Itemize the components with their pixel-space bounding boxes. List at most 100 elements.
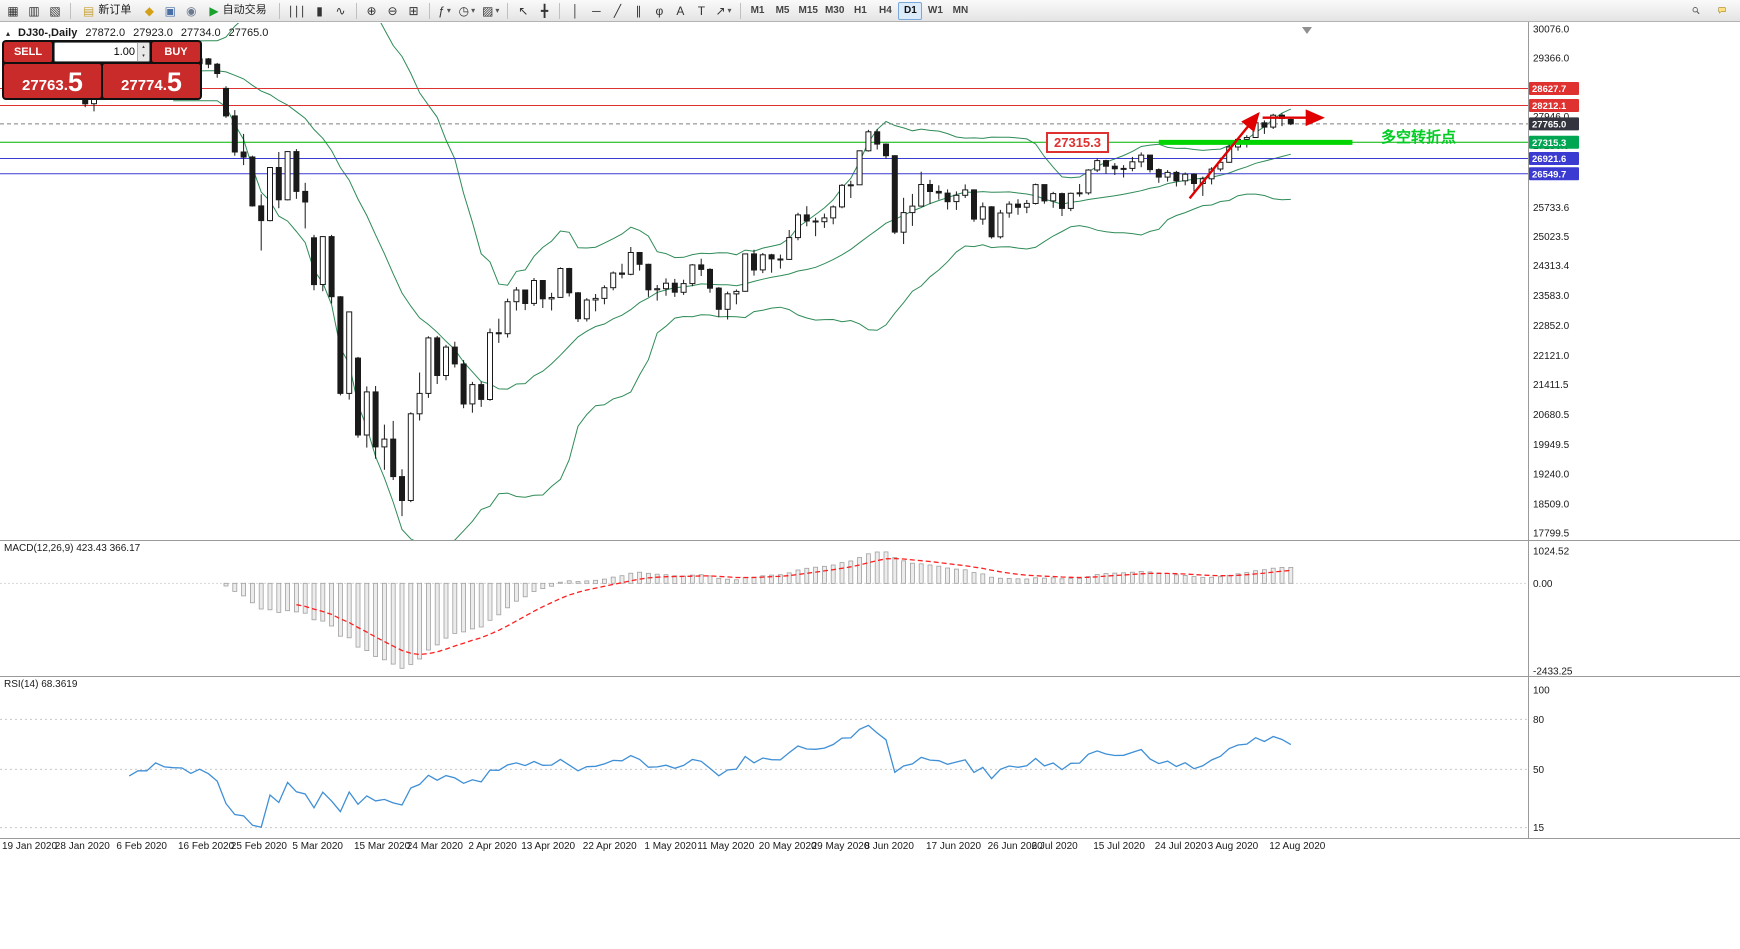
svg-text:6 Jul 2020: 6 Jul 2020 (1032, 841, 1079, 852)
market-watch-icon[interactable]: ▧ (45, 1, 65, 21)
svg-text:8 Jun 2020: 8 Jun 2020 (864, 841, 914, 852)
buy-price-big-digit: 5 (166, 67, 182, 98)
svg-text:1024.52: 1024.52 (1533, 547, 1570, 558)
svg-text:25 Feb 2020: 25 Feb 2020 (231, 841, 288, 852)
tile-windows-icon[interactable]: ⊞ (404, 1, 424, 21)
timeframe-h4-button[interactable]: H4 (873, 2, 897, 20)
svg-text:28212.1: 28212.1 (1532, 101, 1567, 112)
price-axis[interactable]: 30076.029366.028656.027946.027236.026526… (1529, 25, 1579, 540)
volume-decrease-button[interactable]: ▾ (138, 52, 149, 61)
support-level-label[interactable]: 27315.3 (1046, 132, 1109, 153)
buy-price[interactable]: 27774. 5 (103, 64, 200, 98)
timeframe-d1-button[interactable]: D1 (898, 1, 923, 20)
periods-icon[interactable]: ◷ ▾ (456, 1, 479, 21)
timeframe-m5-button[interactable]: M5 (771, 2, 795, 20)
buy-price-main: 27774. (121, 77, 167, 94)
svg-text:20 May 2020: 20 May 2020 (759, 841, 817, 852)
chat-button[interactable] (1711, 1, 1733, 21)
chart-shift-marker[interactable] (1302, 27, 1312, 34)
candles-layer (3, 49, 1294, 517)
svg-text:27315.3: 27315.3 (1532, 138, 1566, 149)
svg-text:5 Mar 2020: 5 Mar 2020 (292, 841, 343, 852)
cursor-icon[interactable]: ↖ (513, 1, 533, 21)
zoom-in-icon[interactable]: ⊕ (362, 1, 382, 21)
charts-grid-icon[interactable]: ▦ (3, 1, 23, 21)
timeframe-m1-button[interactable]: M1 (746, 2, 770, 20)
metaeditor-icon[interactable]: ◆ (139, 1, 159, 21)
trend-arrow[interactable] (1188, 111, 1260, 200)
profiles-icon[interactable]: ▥ (24, 1, 44, 21)
svg-text:26549.7: 26549.7 (1532, 169, 1566, 180)
bar-chart-icon[interactable]: ∣∣∣ (285, 1, 309, 21)
new-order-button[interactable]: ▤ 新订单 (76, 1, 138, 21)
fibonacci-icon[interactable]: φ (649, 1, 669, 21)
search-button[interactable] (1685, 1, 1707, 21)
trendline-icon[interactable]: ╱ (607, 1, 627, 21)
svg-text:20680.5: 20680.5 (1533, 410, 1570, 421)
svg-text:100: 100 (1533, 686, 1550, 697)
svg-text:26 Jun 2020: 26 Jun 2020 (988, 841, 1043, 852)
volume-increase-button[interactable]: ▴ (138, 43, 149, 52)
ohlc-low: 27734.0 (180, 27, 221, 39)
timeframe-m15-button[interactable]: M15 (796, 2, 821, 20)
ohlc-open: 27872.0 (85, 27, 126, 39)
toolbar-divider (278, 2, 280, 19)
text-icon[interactable]: A (670, 1, 690, 21)
rsi-axis[interactable]: 100 80 50 15 (1533, 686, 1550, 835)
svg-text:19949.5: 19949.5 (1533, 440, 1570, 451)
indicators-icon[interactable]: ƒ ▾ (435, 1, 455, 21)
toolbar-divider (70, 2, 71, 19)
svg-text:25023.5: 25023.5 (1533, 232, 1570, 243)
sell-price-big-digit: 5 (67, 67, 83, 98)
candle-chart-icon[interactable]: ▮ (310, 1, 330, 21)
symbol-title: DJ30-,Daily (18, 27, 78, 39)
sell-button[interactable]: SELL (4, 42, 52, 62)
collapse-trade-panel-icon[interactable]: ▴ (6, 28, 11, 38)
navigator-icon[interactable]: ▣ (160, 1, 180, 21)
timeframe-mn-button[interactable]: MN (948, 2, 972, 20)
horizontal-line-icon[interactable]: ─ (586, 1, 606, 21)
main-chart-panel[interactable] (0, 0, 1528, 547)
svg-text:13 Apr 2020: 13 Apr 2020 (521, 841, 575, 852)
crosshair-icon[interactable]: ╋ (534, 1, 554, 21)
timeframe-h1-button[interactable]: H1 (848, 2, 872, 20)
autotrading-button[interactable]: ▶ 自动交易 (202, 1, 273, 21)
toolbar-divider (428, 2, 430, 19)
zoom-out-icon[interactable]: ⊖ (383, 1, 403, 21)
toolbar: ▦ ▥ ▧ ▤ 新订单 ◆ ▣ ◉ ▶ 自动交易 ∣∣∣ ▮ ∿ ⊕ ⊖ ⊞ ƒ ▾ ◷ ▾ ▨ ▾ ↖ ╋ │ ─ ╱ ∥ φ A T ↗ ▾… (0, 0, 1740, 22)
svg-text:6 Feb 2020: 6 Feb 2020 (116, 841, 167, 852)
volume-input[interactable] (55, 43, 137, 61)
svg-text:2 Apr 2020: 2 Apr 2020 (468, 841, 517, 852)
rsi-line (128, 724, 1292, 828)
svg-text:19 Jan 2020: 19 Jan 2020 (2, 841, 57, 852)
timeframe-w1-button[interactable]: W1 (923, 2, 947, 20)
buy-button[interactable]: BUY (152, 42, 200, 62)
svg-text:50: 50 (1533, 765, 1545, 776)
vertical-line-icon[interactable]: │ (565, 1, 585, 21)
symbol-bar: ▴ DJ30-,Daily 27872.0 27923.0 27734.0 27… (6, 27, 268, 39)
macd-indicator-label: MACD(12,26,9) 423.43 366.17 (4, 543, 141, 554)
svg-text:16 Feb 2020: 16 Feb 2020 (178, 841, 235, 852)
sell-price[interactable]: 27763. 5 (4, 64, 101, 98)
svg-text:30076.0: 30076.0 (1533, 25, 1570, 36)
templates-icon[interactable]: ▨ ▾ (479, 1, 502, 21)
timeframe-m30-button[interactable]: M30 (822, 2, 847, 20)
label-icon[interactable]: T (691, 1, 711, 21)
turning-point-annotation[interactable]: 多空转折点 (1381, 129, 1457, 146)
svg-text:22852.0: 22852.0 (1533, 321, 1570, 332)
line-chart-icon[interactable]: ∿ (331, 1, 351, 21)
price-badge (1529, 152, 1579, 165)
bollinger-band-line (173, 70, 1291, 390)
svg-text:17799.5: 17799.5 (1533, 528, 1570, 539)
macd-signal-line (296, 557, 1291, 656)
svg-text:22 Apr 2020: 22 Apr 2020 (583, 841, 637, 852)
channel-icon[interactable]: ∥ (628, 1, 648, 21)
svg-text:21411.5: 21411.5 (1533, 380, 1569, 391)
arrows-icon[interactable]: ↗ ▾ (712, 1, 734, 21)
rsi-indicator-label: RSI(14) 68.3619 (4, 679, 78, 690)
svg-text:3 Aug 2020: 3 Aug 2020 (1208, 841, 1259, 852)
macd-axis[interactable]: 1024.52 0.00 -2433.25 (1533, 547, 1573, 678)
terminal-icon[interactable]: ◉ (181, 1, 201, 21)
